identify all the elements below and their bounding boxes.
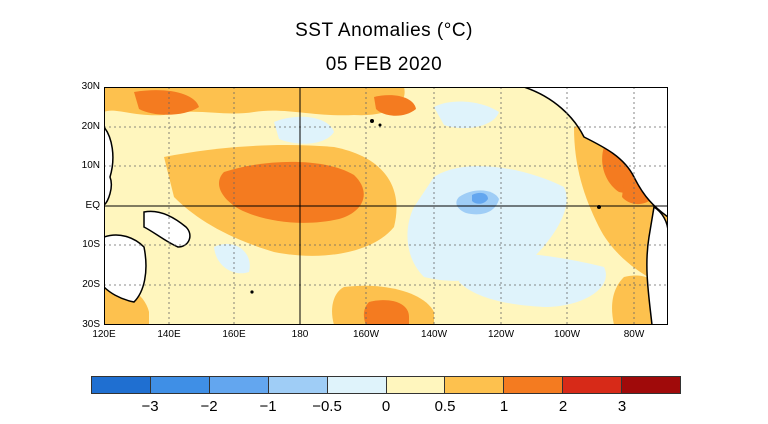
- map-svg: [103, 86, 669, 326]
- colorbar-swatch: [92, 377, 151, 393]
- hot-anomaly-date-line: [219, 161, 364, 223]
- lon-label: 180: [291, 329, 309, 340]
- cool-anomaly-north-central: [434, 101, 499, 129]
- lat-label: 10N: [81, 160, 100, 171]
- colorbar-swatch: [563, 377, 623, 393]
- island-new-caledonia: [250, 290, 254, 294]
- chart-title: SST Anomalies (°C): [295, 20, 473, 41]
- gridlines: [104, 87, 668, 325]
- chart-date: 05 FEB 2020: [325, 54, 443, 75]
- sst-map: [103, 86, 669, 326]
- colorbar-label: −1: [259, 398, 277, 415]
- lon-label: 120W: [487, 329, 515, 340]
- colorbar-swatch: [268, 377, 328, 393]
- colorbar-swatch: [386, 377, 446, 393]
- lon-label: 100W: [553, 329, 581, 340]
- colorbar-label: −0.5: [312, 398, 342, 415]
- coastline-asia: [103, 124, 114, 207]
- colorbar-label: −3: [141, 398, 159, 415]
- lat-label: 30N: [81, 81, 100, 92]
- hot-anomaly-north-central: [374, 95, 416, 116]
- map-frame: [104, 87, 668, 325]
- colorbar-label: 0: [381, 398, 391, 415]
- colorbar-swatch: [150, 377, 210, 393]
- lat-label: 30S: [82, 319, 100, 330]
- colorbar-label: −2: [200, 398, 218, 415]
- lon-label: 160E: [222, 329, 246, 340]
- lon-label: 120E: [92, 329, 116, 340]
- anomaly-regions: [104, 87, 668, 325]
- hot-anomaly-south: [363, 300, 409, 325]
- island-hawaii-2: [378, 123, 382, 127]
- coastline-new-guinea: [143, 210, 191, 248]
- cool-anomaly-southeast: [459, 252, 606, 307]
- cool-anomaly-northwest: [274, 116, 334, 144]
- colorbar-label: 1: [499, 398, 509, 415]
- colorbar-swatch: [504, 377, 564, 393]
- lat-label: EQ: [85, 200, 100, 211]
- cool-anomaly-coral-sea: [214, 243, 250, 274]
- colorbar-swatch: [209, 377, 269, 393]
- colorbar-swatch: [622, 377, 681, 393]
- colorbar-swatch: [327, 377, 387, 393]
- colorbar-label: 2: [558, 398, 568, 415]
- colorbar-label: 0.5: [434, 398, 456, 415]
- cool-anomaly-east-pacific: [407, 166, 567, 281]
- colorbar-label: 3: [617, 398, 627, 415]
- hot-anomaly-northwest: [134, 90, 199, 115]
- lon-label: 140E: [157, 329, 181, 340]
- lon-label: 160W: [352, 329, 380, 340]
- colder-anomaly-equator: [472, 192, 488, 204]
- colorbar-swatch: [445, 377, 505, 393]
- lon-label: 80W: [623, 329, 645, 340]
- lat-label: 20S: [82, 279, 100, 290]
- lat-label: 10S: [82, 239, 100, 250]
- lat-label: 20N: [81, 121, 100, 132]
- lon-label: 140W: [420, 329, 448, 340]
- colorbar: [91, 376, 681, 394]
- island-hawaii: [370, 119, 374, 123]
